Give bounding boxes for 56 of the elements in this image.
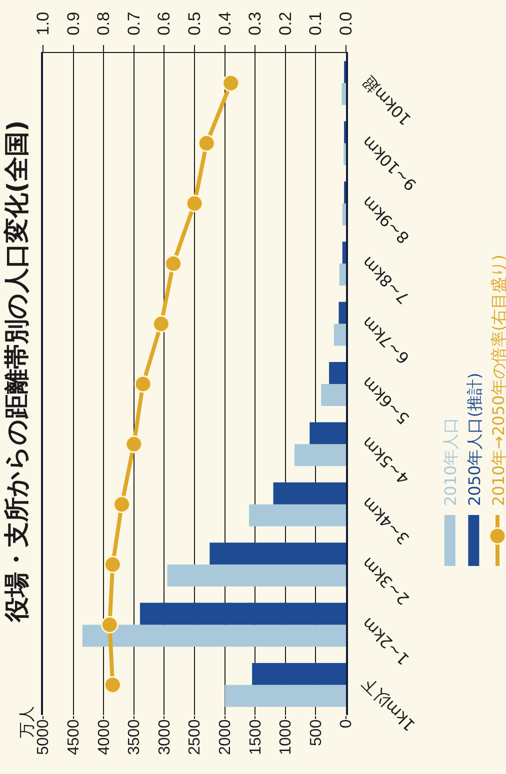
bar bbox=[167, 564, 346, 587]
point bbox=[100, 616, 118, 634]
bar bbox=[140, 602, 346, 625]
x-tick-label: 5000 bbox=[35, 719, 52, 755]
point bbox=[164, 254, 182, 272]
x2-tick-label: 0.4 bbox=[215, 12, 234, 36]
point bbox=[125, 435, 143, 453]
bar bbox=[339, 264, 346, 286]
x-tick-label: 4000 bbox=[96, 719, 113, 755]
legend-label: 2050年人口(推計) bbox=[464, 372, 484, 506]
x2-tick-label: 0.0 bbox=[336, 12, 356, 36]
point bbox=[134, 375, 152, 393]
x-tick-label: 3500 bbox=[126, 719, 144, 755]
point bbox=[186, 194, 204, 212]
x2-tick-label: 0.8 bbox=[94, 12, 114, 36]
bar bbox=[210, 542, 346, 565]
bar bbox=[342, 203, 346, 226]
bar bbox=[338, 302, 346, 324]
x2-tick-label: 0.3 bbox=[246, 12, 265, 36]
x-tick-label: 500 bbox=[308, 719, 325, 746]
bar bbox=[224, 684, 346, 707]
x2-tick-label: 0.5 bbox=[185, 12, 204, 36]
x-tick-label: 1500 bbox=[247, 719, 264, 755]
bar bbox=[82, 624, 346, 647]
text: 万人 bbox=[17, 706, 36, 738]
x2-tick-label: 0.7 bbox=[124, 12, 144, 36]
point bbox=[198, 134, 216, 152]
bar bbox=[342, 83, 346, 106]
bar bbox=[310, 422, 346, 444]
x-tick-label: 1000 bbox=[278, 719, 295, 755]
bar bbox=[329, 362, 346, 384]
legend-label: 2010年→2050年の倍率(右目盛り) bbox=[488, 254, 506, 506]
legend-label: 2010年人口 bbox=[441, 417, 460, 506]
bar bbox=[321, 384, 346, 406]
bar bbox=[334, 324, 346, 346]
x-tick-label: 2000 bbox=[217, 719, 234, 755]
bar bbox=[249, 504, 346, 526]
bar bbox=[273, 482, 346, 504]
x-tick-label: 2500 bbox=[186, 719, 204, 755]
x2-tick-label: 0.1 bbox=[306, 12, 326, 36]
point bbox=[113, 496, 131, 514]
point bbox=[222, 74, 240, 92]
x-tick-label: 4500 bbox=[66, 719, 82, 755]
bar bbox=[252, 662, 346, 685]
x2-tick-label: 0.9 bbox=[64, 12, 83, 36]
x2-tick-label: 0.6 bbox=[154, 12, 174, 36]
bar bbox=[342, 242, 346, 264]
x-tick-label: 3000 bbox=[156, 719, 174, 755]
bar bbox=[294, 444, 346, 466]
x-tick-label: 0 bbox=[338, 719, 356, 728]
point bbox=[104, 556, 122, 574]
point bbox=[152, 315, 170, 333]
x2-tick-label: 0.2 bbox=[276, 12, 295, 36]
point bbox=[104, 676, 122, 694]
x2-tick-label: 1.0 bbox=[34, 12, 53, 36]
text: 役場・支所からの距離帯別の人口変化(全国) bbox=[2, 120, 31, 623]
